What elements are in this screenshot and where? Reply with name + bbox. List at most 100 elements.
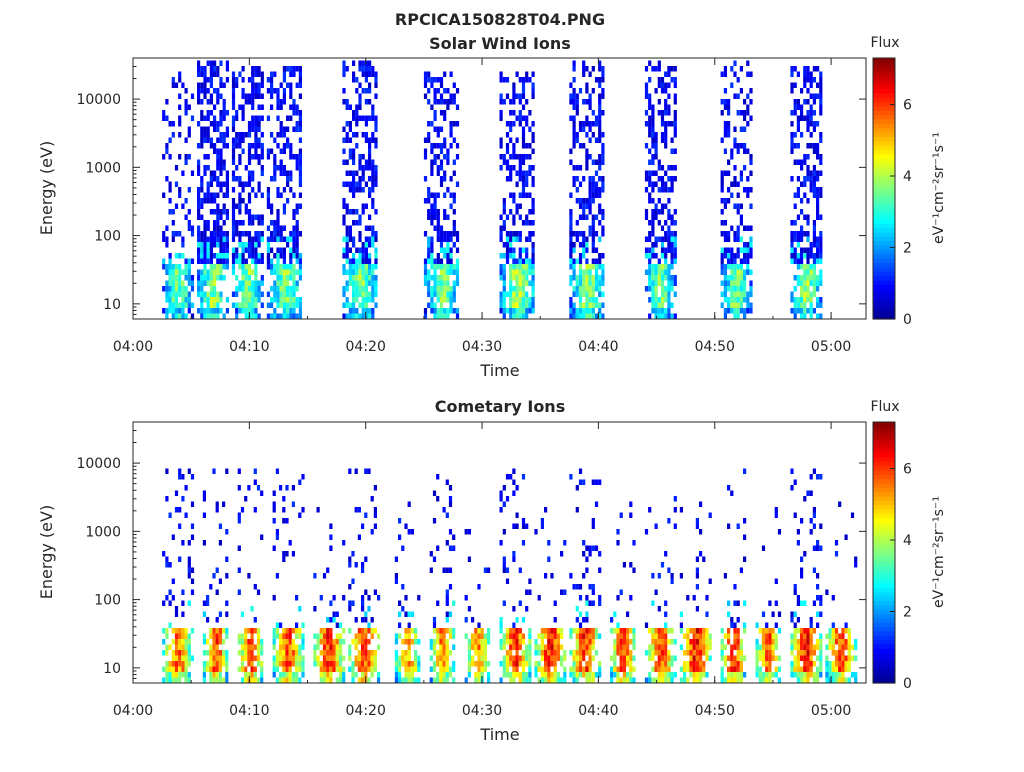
heatmap-cell: [260, 192, 264, 198]
heatmap-cell: [203, 220, 207, 226]
heatmap-cell: [370, 529, 374, 535]
heatmap-cell: [174, 633, 179, 639]
heatmap-cell: [525, 99, 529, 105]
heatmap-cell: [572, 650, 576, 656]
heatmap-cell: [790, 639, 794, 645]
heatmap-cell: [651, 264, 655, 270]
heatmap-cell: [219, 269, 223, 275]
heatmap-cell: [260, 154, 264, 160]
heatmap-cell: [260, 650, 264, 656]
heatmap-cell: [254, 93, 258, 99]
heatmap-cell: [796, 666, 800, 672]
heatmap-cell: [298, 170, 302, 176]
heatmap-cell: [219, 242, 223, 248]
heatmap-cell: [582, 231, 586, 237]
heatmap-cell: [831, 661, 835, 667]
heatmap-cell: [394, 639, 398, 645]
heatmap-cell: [276, 93, 280, 99]
heatmap-cell: [512, 523, 516, 529]
heatmap-cell: [819, 242, 823, 248]
heatmap-cell: [184, 639, 188, 645]
heatmap-cell: [660, 110, 665, 116]
heatmap-cell: [613, 650, 617, 656]
heatmap-cell: [216, 192, 220, 198]
heatmap-cell: [825, 672, 829, 678]
heatmap-cell: [398, 600, 402, 606]
heatmap-cell: [241, 181, 245, 187]
heatmap-cell: [660, 225, 665, 231]
y-tick-label: 100: [94, 593, 121, 609]
heatmap-cell: [247, 650, 251, 656]
heatmap-cell: [660, 247, 665, 253]
heatmap-cell: [601, 110, 605, 116]
heatmap-cell: [746, 302, 750, 308]
heatmap-cell: [216, 66, 220, 72]
heatmap-cell: [499, 253, 503, 259]
heatmap-cell: [591, 291, 595, 297]
heatmap-cell: [588, 176, 592, 182]
heatmap-cell: [364, 60, 368, 66]
heatmap-cell: [222, 143, 226, 149]
heatmap-cell: [502, 269, 506, 275]
heatmap-cell: [455, 247, 460, 253]
heatmap-cell: [528, 170, 532, 176]
heatmap-cell: [178, 633, 182, 639]
heatmap-cell: [203, 308, 207, 314]
heatmap-cell: [430, 143, 434, 149]
heatmap-cell: [588, 280, 592, 286]
heatmap-cell: [793, 236, 797, 242]
colorbar-segment: [873, 292, 895, 298]
heatmap-cell: [588, 628, 592, 634]
heatmap-cell: [657, 82, 661, 88]
heatmap-cell: [452, 93, 456, 99]
heatmap-cell: [474, 677, 478, 683]
heatmap-cell: [260, 672, 264, 678]
heatmap-cell: [209, 264, 213, 270]
heatmap-cell: [515, 280, 519, 286]
heatmap-cell: [273, 236, 277, 242]
heatmap-cell: [518, 308, 522, 314]
heatmap-cell: [749, 247, 753, 253]
heatmap-cell: [407, 655, 411, 661]
heatmap-cell: [651, 677, 655, 683]
heatmap-cell: [329, 628, 333, 634]
heatmap-cell: [342, 269, 346, 275]
heatmap-cell: [477, 628, 481, 634]
heatmap-cell: [209, 77, 213, 83]
heatmap-cell: [289, 297, 293, 303]
heatmap-cell: [200, 253, 204, 259]
heatmap-cell: [816, 666, 820, 672]
heatmap-cell: [651, 110, 655, 116]
heatmap-cell: [670, 280, 674, 286]
heatmap-cell: [178, 269, 182, 275]
heatmap-cell: [295, 297, 299, 303]
heatmap-cell: [598, 633, 602, 639]
heatmap-cell: [657, 264, 661, 270]
colorbar-segment: [873, 587, 895, 593]
heatmap-cell: [673, 126, 677, 132]
heatmap-cell: [289, 71, 293, 77]
heatmap-cell: [585, 567, 589, 573]
colorbar-tick-label: 4: [903, 169, 912, 185]
heatmap-cell: [743, 165, 747, 171]
heatmap-cell: [187, 291, 191, 297]
heatmap-cell: [358, 165, 362, 171]
heatmap-cell: [348, 137, 352, 143]
heatmap-cell: [575, 286, 579, 292]
colorbar-segment: [873, 123, 895, 129]
heatmap-cell: [806, 143, 810, 149]
heatmap-cell: [708, 578, 712, 584]
heatmap-cell: [298, 181, 302, 187]
heatmap-cell: [591, 275, 595, 281]
heatmap-cell: [651, 242, 655, 248]
heatmap-cell: [348, 600, 352, 606]
heatmap-cell: [598, 137, 602, 143]
heatmap-cell: [809, 639, 813, 645]
heatmap-cell: [364, 99, 368, 105]
heatmap-cell: [257, 253, 261, 259]
heatmap-cell: [184, 88, 188, 94]
heatmap-cell: [471, 617, 475, 623]
heatmap-cell: [518, 203, 522, 209]
heatmap-cell: [174, 203, 179, 209]
heatmap-cell: [660, 137, 665, 143]
